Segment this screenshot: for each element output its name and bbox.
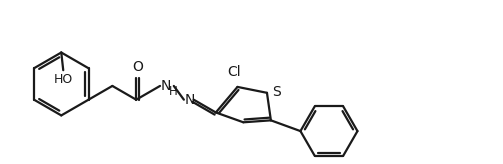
Text: HO: HO: [54, 73, 73, 86]
Text: H: H: [169, 85, 178, 98]
Text: N: N: [185, 93, 195, 107]
Text: S: S: [272, 85, 281, 99]
Text: N: N: [161, 79, 172, 93]
Text: O: O: [132, 60, 143, 74]
Text: Cl: Cl: [228, 65, 241, 79]
